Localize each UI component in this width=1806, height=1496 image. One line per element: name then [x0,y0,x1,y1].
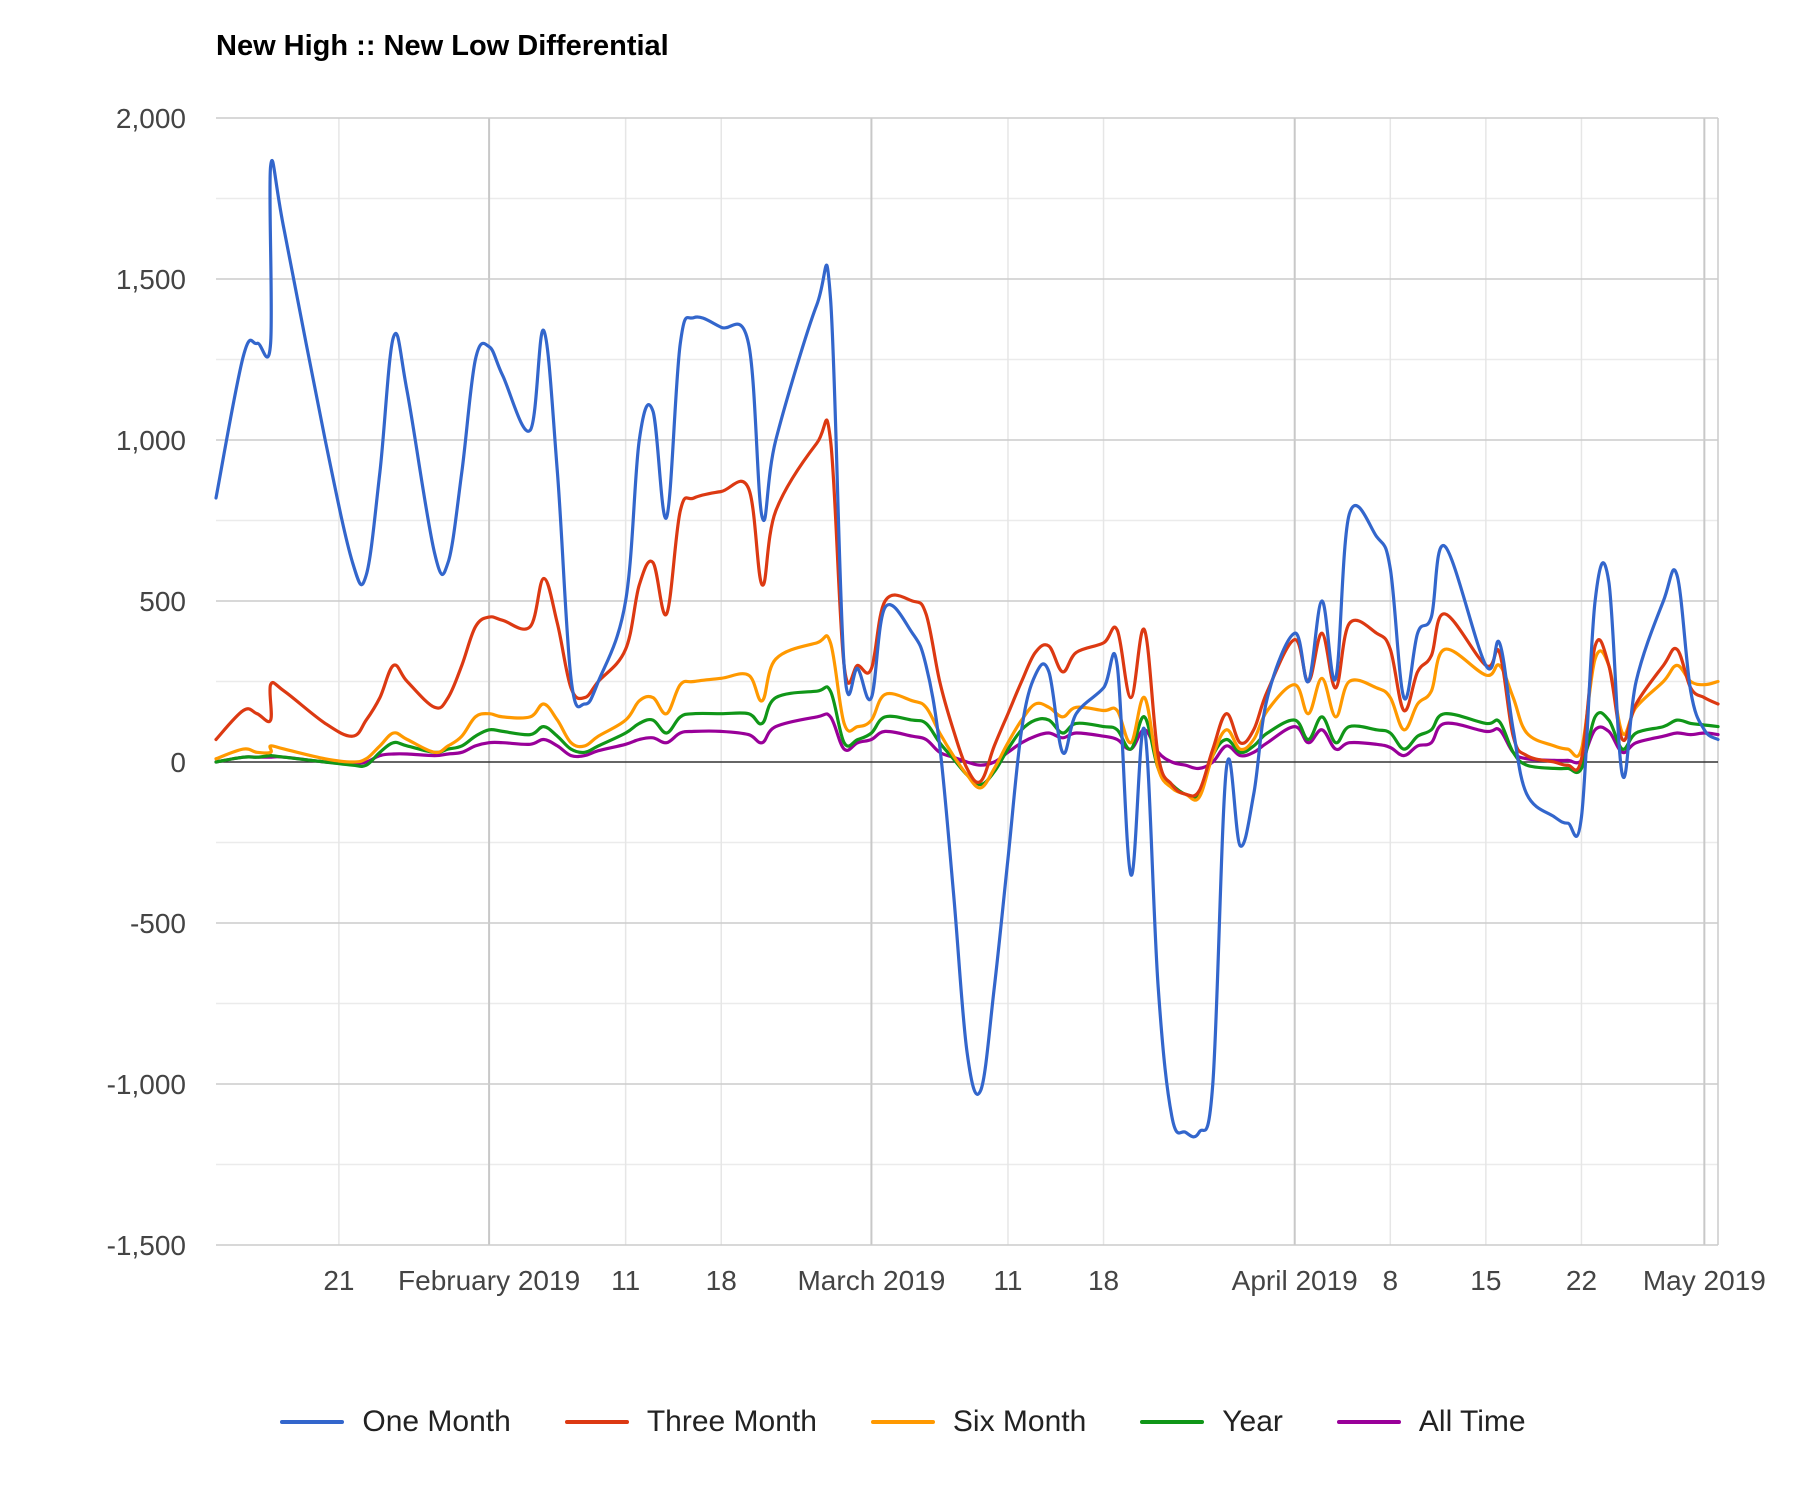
legend-label: All Time [1418,1405,1526,1438]
y-tick-label: -500 [130,908,186,939]
grid-lines [216,117,1719,1246]
legend-label: Year [1222,1405,1283,1438]
legend-item-all-time[interactable]: All Time [1336,1405,1526,1439]
legend-item-three-month[interactable]: Three Month [564,1405,817,1439]
series-line-year [214,685,1720,800]
series-line-one-month [214,158,1720,1139]
series-line-all-time [214,712,1720,771]
x-tick-label: April 2019 [1232,1265,1358,1296]
legend-label: One Month [362,1405,511,1438]
y-axis-ticks: 2,000 1,500 1,000 500 0 -500 -1,000 -1,500 [107,103,186,1261]
x-tick-label: 21 [323,1265,354,1296]
y-tick-label: 1,500 [116,264,186,295]
chart-legend: One Month Three Month Six Month Year All Tim… [0,1405,1806,1439]
y-tick-label: 2,000 [116,103,186,134]
y-tick-label: -1,000 [107,1069,186,1100]
chart-title: New High :: New Low Differential [216,30,669,62]
x-tick-label: 18 [706,1265,737,1296]
y-tick-label: 0 [170,747,186,778]
x-tick-label: 15 [1470,1265,1501,1296]
series-line-three-month [214,418,1720,798]
legend-swatch [1336,1420,1401,1424]
legend-label: Three Month [646,1405,817,1438]
x-axis-ticks: 21 February 2019 11 18 March 2019 11 18 April 2… [323,1265,1766,1296]
legend-swatch [870,1420,935,1424]
legend-item-year[interactable]: Year [1140,1405,1283,1439]
series-line-six-month [214,634,1720,802]
y-tick-label: -1,500 [107,1230,186,1261]
x-tick-label: March 2019 [797,1265,945,1296]
x-tick-label: 22 [1566,1265,1597,1296]
legend-label: Six Month [952,1405,1087,1438]
legend-item-six-month[interactable]: Six Month [870,1405,1087,1439]
y-tick-label: 500 [139,586,186,617]
x-tick-label: 11 [611,1265,640,1296]
x-tick-label: 18 [1088,1265,1119,1296]
legend-swatch [280,1420,345,1424]
legend-swatch [564,1420,629,1424]
series-lines [214,158,1720,1139]
x-tick-label: 11 [993,1265,1022,1296]
x-tick-label: May 2019 [1643,1265,1766,1296]
legend-item-one-month[interactable]: One Month [280,1405,511,1439]
x-tick-label: 8 [1383,1265,1399,1296]
y-tick-label: 1,000 [116,425,186,456]
x-tick-label: February 2019 [398,1265,580,1296]
legend-swatch [1140,1420,1205,1424]
